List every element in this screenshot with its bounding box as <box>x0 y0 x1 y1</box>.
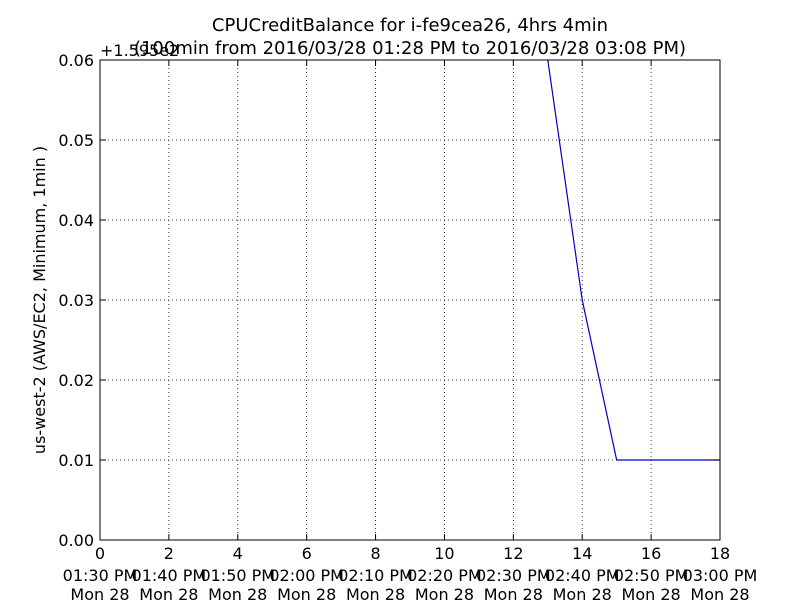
x-tick-day-label: Mon 28 <box>346 585 405 600</box>
x-tick-day-label: Mon 28 <box>484 585 543 600</box>
y-tick-label: 0.03 <box>58 291 94 310</box>
series-line <box>547 59 720 461</box>
data-series <box>547 59 721 461</box>
x-tick-time-label: 01:50 PM <box>200 566 275 585</box>
y-tick-label: 0.02 <box>58 371 94 390</box>
x-tick-time-label: 02:00 PM <box>269 566 344 585</box>
x-tick-label: 12 <box>503 544 523 563</box>
x-tick-day-label: Mon 28 <box>415 585 474 600</box>
y-tick-label: 0.04 <box>58 211 94 230</box>
data-point <box>616 459 618 461</box>
x-tick-day-label: Mon 28 <box>277 585 336 600</box>
x-tick-time-label: 02:40 PM <box>545 566 620 585</box>
x-tick-label: 10 <box>434 544 454 563</box>
data-point <box>684 459 687 461</box>
x-tick-label: 16 <box>641 544 661 563</box>
x-tick-day-label: Mon 28 <box>622 585 681 600</box>
x-tick-label: 6 <box>302 544 312 563</box>
y-offset-label: +1.595e2 <box>100 41 179 60</box>
x-tick-time-label: 02:20 PM <box>407 566 482 585</box>
x-tick-time-label: 01:30 PM <box>63 566 138 585</box>
chart-title: CPUCreditBalance for i-fe9cea26, 4hrs 4m… <box>212 15 608 36</box>
chart-subtitle: (100min from 2016/03/28 01:28 PM to 2016… <box>134 38 686 59</box>
x-tick-time-label: 02:50 PM <box>614 566 689 585</box>
x-tick-time-label: 02:30 PM <box>476 566 551 585</box>
y-tick-label: 0.01 <box>58 451 94 470</box>
y-axis-label: us-west-2 (AWS/EC2, Minimum, 1min ) <box>30 146 49 454</box>
x-tick-time-label: 01:40 PM <box>132 566 207 585</box>
data-point <box>650 459 652 461</box>
y-tick-label: 0.06 <box>58 51 94 70</box>
data-point <box>581 299 583 301</box>
x-tick-label: 8 <box>370 544 380 563</box>
x-tick-time-label: 02:10 PM <box>338 566 413 585</box>
y-tick-label: 0.05 <box>58 131 94 150</box>
x-tick-label: 18 <box>710 544 730 563</box>
x-tick-day-label: Mon 28 <box>139 585 198 600</box>
x-tick-label: 2 <box>164 544 174 563</box>
x-tick-label: 14 <box>572 544 592 563</box>
x-tick-label: 4 <box>233 544 243 563</box>
x-tick-day-label: Mon 28 <box>208 585 267 600</box>
x-tick-day-label: Mon 28 <box>690 585 749 600</box>
y-tick-label: 0.00 <box>58 531 94 550</box>
x-tick-day-label: Mon 28 <box>553 585 612 600</box>
x-tick-label: 0 <box>95 544 105 563</box>
x-tick-day-label: Mon 28 <box>70 585 129 600</box>
x-tick-time-label: 03:00 PM <box>683 566 758 585</box>
grid-lines <box>99 59 721 541</box>
